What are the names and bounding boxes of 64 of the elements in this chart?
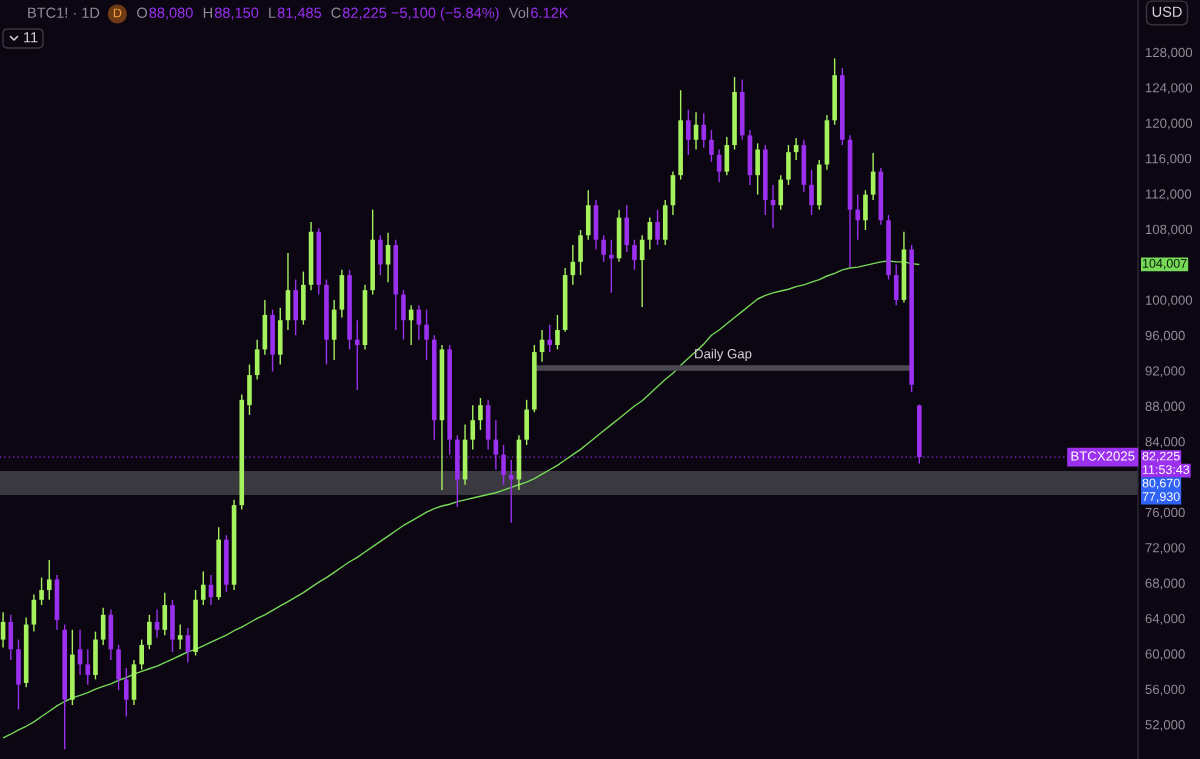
y-tick-label: 116,000 xyxy=(1145,153,1192,165)
y-tick-label: 84,000 xyxy=(1145,436,1185,448)
y-tick-label: 56,000 xyxy=(1145,684,1185,696)
y-tick-label: 112,000 xyxy=(1145,189,1192,201)
annotation: C xyxy=(331,7,341,18)
candlestick xyxy=(177,623,183,651)
text: USD xyxy=(1152,6,1182,17)
annotation: H xyxy=(203,7,212,18)
annotation: 82,225 −5,100 (−5.84%) xyxy=(342,7,499,21)
annotation: 11 xyxy=(24,32,38,43)
candlestick xyxy=(354,319,360,391)
candlestick xyxy=(508,459,514,524)
candlestick xyxy=(547,323,553,353)
candlestick xyxy=(39,576,44,606)
annotation: 88,150 xyxy=(214,7,259,20)
y-tick-label: 88,000 xyxy=(1145,401,1185,413)
y-tick-label: 68,000 xyxy=(1145,578,1185,590)
candlestick xyxy=(709,129,714,163)
ref-line-label: BTCX2025 xyxy=(1071,451,1135,461)
candlestick xyxy=(85,648,91,686)
candlestick xyxy=(424,308,429,361)
text: 104,007 xyxy=(1142,258,1187,270)
candlestick xyxy=(855,193,861,241)
candlestick xyxy=(632,239,637,271)
annotation: 88,080 xyxy=(149,7,193,20)
text: 11:53:43 xyxy=(1142,465,1190,474)
y-tick-label: 128,000 xyxy=(1145,47,1193,59)
chart-title: BTC1! · 1D xyxy=(28,7,100,18)
series-label: Daily Gap xyxy=(695,348,752,362)
candlestick xyxy=(123,667,129,718)
y-tick-label: 120,000 xyxy=(1145,118,1193,130)
candlestick xyxy=(470,404,476,451)
line-series xyxy=(2,260,921,739)
y-tick-label: 76,000 xyxy=(1145,507,1185,519)
annotation: 81,485 xyxy=(277,7,322,20)
y-tick-label: 108,000 xyxy=(1145,224,1193,236)
candlestick xyxy=(609,239,614,294)
y-tick-label: 100,000 xyxy=(1145,295,1193,307)
y-tick-label: 60,000 xyxy=(1145,649,1185,661)
annotation: Vol xyxy=(508,7,529,18)
candlestick xyxy=(147,614,152,651)
y-tick-label: 52,000 xyxy=(1145,720,1185,731)
text: 77,930 xyxy=(1142,492,1180,503)
annotation: L xyxy=(269,7,276,18)
annotation: 6.12K xyxy=(531,7,569,18)
candlestick xyxy=(686,108,691,156)
candlestick xyxy=(809,169,814,216)
annotation: O xyxy=(137,7,148,18)
y-tick-label: 64,000 xyxy=(1145,613,1185,625)
candlestick xyxy=(655,208,660,246)
candlestick xyxy=(139,638,144,671)
y-tick-label: 96,000 xyxy=(1145,330,1185,342)
annotation: D xyxy=(113,8,122,18)
text: 82,225 xyxy=(1142,451,1180,462)
y-tick-label: 124,000 xyxy=(1145,83,1193,95)
candlestick xyxy=(478,397,483,431)
candlestick xyxy=(701,112,707,149)
candlestick xyxy=(555,314,560,351)
y-tick-label: 92,000 xyxy=(1145,366,1185,378)
candlestick xyxy=(46,559,52,601)
candlestick xyxy=(601,234,606,263)
text: 80,670 xyxy=(1142,478,1180,489)
y-tick-label: 72,000 xyxy=(1145,543,1185,555)
candlestick xyxy=(200,570,206,606)
